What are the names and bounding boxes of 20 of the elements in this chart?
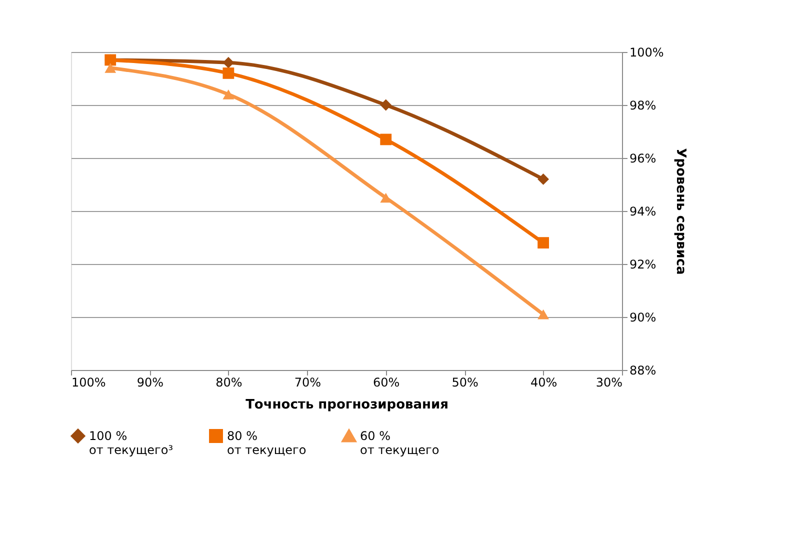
y-tick-label: 94% (630, 204, 656, 218)
y-tick-label: 92% (630, 258, 656, 272)
x-tick-label: 30% (596, 376, 622, 390)
legend-label: 80 % от текущего (227, 429, 306, 457)
x-tick-label: 90% (136, 376, 164, 390)
legend-label: 60 % от текущего (360, 429, 440, 457)
x-tick-label: 80% (216, 376, 242, 390)
x-tick-label: 40% (530, 376, 558, 390)
y-axis-title: Уровень сервиса (672, 148, 688, 275)
y-tick-label: 88% (630, 364, 656, 378)
x-axis-title: Точность прогнозирования (246, 398, 448, 412)
y-tick-label: 100% (630, 46, 664, 60)
y-tick-label: 96% (630, 152, 656, 166)
x-tick-label: 70% (294, 376, 321, 390)
x-tick-label: 50% (452, 376, 478, 390)
x-tick-label: 60% (373, 376, 400, 390)
legend-label: 100 % от текущего³ (89, 429, 174, 457)
x-tick-label: 100% (72, 376, 106, 390)
y-tick-label: 90% (630, 310, 656, 324)
y-tick-label: 98% (630, 98, 656, 112)
